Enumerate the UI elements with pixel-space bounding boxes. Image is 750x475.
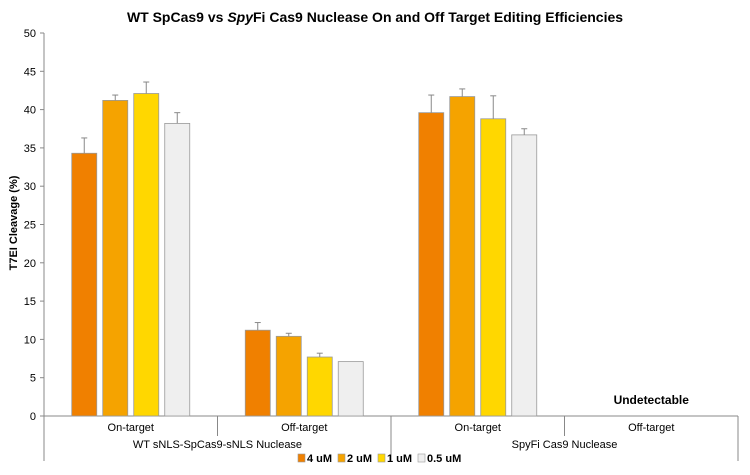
bar <box>102 100 129 417</box>
error-bars <box>81 81 528 358</box>
y-tick-label: 40 <box>24 105 36 117</box>
chart-title: WT SpCas9 vs SpyFi Cas9 Nuclease On and … <box>127 9 623 25</box>
legend: 4 uM 2 uM 1 uM 0.5 uM <box>297 453 461 465</box>
legend-swatch <box>297 453 306 463</box>
y-tick-label: 0 <box>30 411 36 423</box>
x-group-label: SpyFi Cas9 Nuclease <box>512 439 618 451</box>
legend-swatch <box>417 453 426 463</box>
y-tick-label: 25 <box>24 220 36 232</box>
y-tick-label: 30 <box>24 181 36 193</box>
chart-title-suffix: Fi Cas9 Nuclease On and Off Target Editi… <box>253 9 623 25</box>
bars <box>71 93 538 417</box>
bar <box>418 112 445 417</box>
bar <box>449 96 476 417</box>
y-tick-label: 35 <box>24 143 36 155</box>
bar <box>164 122 191 417</box>
legend-swatch <box>337 453 346 463</box>
y-tick-label: 10 <box>24 334 36 346</box>
bar <box>511 134 538 417</box>
y-tick-label: 5 <box>30 373 36 385</box>
bar <box>244 329 271 417</box>
bar <box>133 93 160 417</box>
bar <box>275 335 302 417</box>
x-category-label: Off-target <box>281 422 327 434</box>
y-tick-label: 45 <box>24 66 36 78</box>
y-tick-label: 15 <box>24 296 36 308</box>
x-category-label: Off-target <box>628 422 674 434</box>
bar <box>71 152 98 417</box>
bar <box>306 356 333 417</box>
x-group-label: WT sNLS-SpCas9-sNLS Nuclease <box>133 439 302 451</box>
x-category-label: On-target <box>108 422 154 434</box>
bar <box>480 118 507 417</box>
category-labels: On-target Off-target On-target Off-target WT… <box>108 393 690 451</box>
annotation-label: Undetectable <box>614 393 690 407</box>
y-tick-label: 50 <box>24 28 36 40</box>
x-category-label: On-target <box>455 422 501 434</box>
y-axis-label: T7EI Cleavage (%) <box>8 175 20 270</box>
chart-title-prefix: WT SpCas9 vs <box>127 9 227 25</box>
axes: 0 5 10 15 20 25 30 35 40 45 50 <box>24 28 739 461</box>
legend-label: 4 uM <box>307 453 332 465</box>
y-tick-label: 20 <box>24 258 36 270</box>
legend-label: 2 uM <box>347 453 372 465</box>
legend-label: 1 uM <box>387 453 412 465</box>
legend-label: 0.5 uM <box>427 453 461 465</box>
chart-title-italic: Spy <box>227 9 254 25</box>
bar <box>337 361 364 417</box>
legend-swatch <box>377 453 386 463</box>
